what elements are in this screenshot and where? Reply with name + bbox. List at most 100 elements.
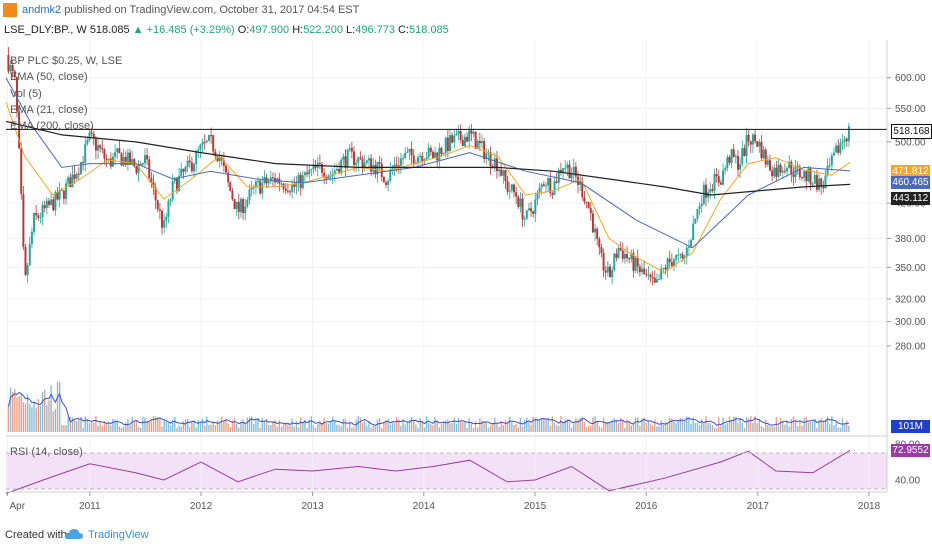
candle-body-316	[679, 254, 682, 256]
candle-body-100	[218, 157, 221, 162]
candle-body-40	[90, 132, 93, 134]
candle-body-385	[826, 165, 829, 176]
volume-bar-240	[517, 427, 519, 432]
volume-bar-285	[613, 418, 615, 432]
price-axis[interactable]: 600.00550.00500.00420.00380.00350.00320.…	[887, 73, 926, 352]
candle-body-216	[466, 136, 469, 142]
volume-bar-91	[199, 421, 202, 432]
candle-body-88	[193, 164, 196, 172]
legend-vol[interactable]: Vol (5)	[10, 87, 42, 100]
volume-bar-6	[18, 396, 20, 432]
volume-bar-96	[210, 424, 212, 432]
candle-body-342	[734, 156, 737, 158]
volume-bar-49	[110, 425, 112, 432]
volume-bar-81	[178, 425, 180, 432]
volume-bar-125	[272, 421, 274, 432]
volume-bar-40	[90, 420, 93, 432]
volume-bar-55	[122, 426, 125, 432]
volume-bar-9	[24, 403, 27, 432]
candle-body-117	[254, 181, 257, 188]
candle-body-265	[570, 173, 573, 179]
candle-body-114	[248, 189, 251, 200]
candle-body-118	[257, 180, 260, 182]
volume-bar-163	[353, 426, 355, 432]
candle-body-96	[210, 135, 213, 137]
candle-body-132	[286, 190, 289, 192]
volume-bar-205	[442, 421, 445, 432]
volume-bar-307	[660, 420, 662, 432]
time-tick-label-2014: 2014	[413, 501, 436, 512]
volume-bar-251	[541, 419, 543, 432]
volume-bar-211	[455, 423, 458, 432]
legend-ema200[interactable]: EMA (200, close)	[10, 120, 94, 133]
legend-ema21[interactable]: EMA (21, close)	[10, 103, 88, 116]
candle-body-304	[653, 277, 656, 283]
candle-body-149	[323, 172, 326, 178]
volume-bar-20	[48, 400, 50, 432]
volume-bar-172	[372, 425, 374, 432]
candle-body-80	[175, 177, 178, 191]
volume-bar-350	[752, 422, 754, 432]
volume-bar-297	[639, 425, 641, 432]
volume-bar-291	[626, 419, 628, 432]
time-tick-label-Apr: Apr	[10, 501, 26, 512]
candle-body-93	[203, 142, 206, 144]
legend-rsi[interactable]: RSI (14, close)	[10, 446, 83, 458]
volume-bar-16	[39, 405, 42, 432]
candle-body-187	[404, 152, 407, 159]
volume-bar-150	[325, 422, 327, 432]
volume-bar-92	[201, 418, 204, 432]
open-label: O:	[237, 24, 250, 36]
candle-body-24	[56, 192, 59, 200]
candle-body-360	[773, 167, 776, 177]
volume-bar-371	[797, 426, 799, 432]
volume-bar-381	[818, 419, 820, 432]
user-avatar[interactable]	[3, 3, 17, 17]
candle-body-140	[303, 172, 306, 176]
volume-bar-258	[555, 425, 558, 432]
tradingview-brand-link[interactable]: TradingView	[88, 529, 149, 541]
candle-body-160	[346, 149, 349, 168]
legend-ema50[interactable]: EMA (50, close)	[10, 71, 88, 84]
candle-body-223	[481, 141, 484, 144]
volume-bar-393	[843, 423, 846, 432]
volume-bar-174	[376, 419, 379, 432]
volume-bar-114	[248, 417, 251, 432]
candle-body-355	[762, 149, 765, 159]
candle-body-1	[7, 55, 10, 72]
volume-bar-212	[457, 418, 460, 432]
candle-body-230	[495, 158, 498, 172]
volume-bar-203	[438, 427, 441, 432]
candle-body-392	[841, 141, 844, 143]
volume-bar-101	[221, 416, 223, 432]
volume-bar-89	[195, 427, 197, 432]
volume-bar-8	[22, 402, 25, 432]
candle-body-315	[677, 254, 680, 256]
symbol-label[interactable]: LSE_DLY:BP., W	[4, 24, 87, 36]
candle-body-383	[822, 186, 825, 189]
candle-body-255	[549, 178, 552, 194]
volume-bar-12	[31, 407, 33, 432]
volume-bar-36	[82, 427, 84, 432]
candle-body-191	[412, 155, 415, 165]
author-link[interactable]: andmk2	[22, 4, 62, 16]
tradingview-cloud-icon[interactable]	[64, 528, 84, 540]
candle-body-308	[662, 267, 665, 269]
created-with-text: Created with	[5, 529, 67, 541]
volume-bar-11	[29, 404, 31, 432]
volume-bar-280	[602, 417, 605, 432]
volume-bar-4	[14, 389, 16, 432]
volume-bar-77	[169, 425, 172, 432]
symbol-title[interactable]: BP PLC $0.25, W, LSE	[10, 55, 123, 67]
time-axis[interactable]: Apr 2011 2012 2013 2014 2015 2016 2017 2018	[7, 492, 881, 512]
volume-bar-202	[436, 419, 438, 432]
volume-bar-112	[244, 424, 246, 432]
volume-bar-170	[368, 421, 370, 432]
volume-bar-149	[323, 417, 325, 432]
volume-bars	[7, 381, 850, 432]
volume-bar-352	[756, 423, 758, 432]
volume-bar-382	[820, 418, 822, 432]
candle-body-204	[440, 147, 443, 154]
volume-bar-194	[419, 418, 421, 432]
